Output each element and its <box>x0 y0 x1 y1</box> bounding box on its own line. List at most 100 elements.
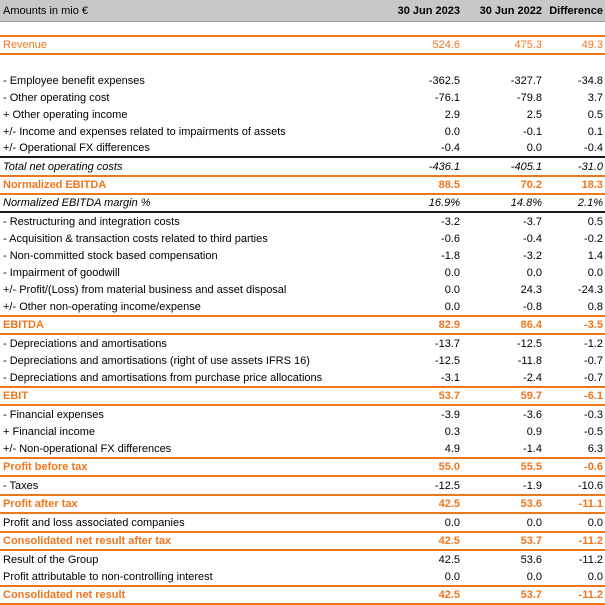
row-label: - Other operating cost <box>3 91 110 104</box>
row-label: EBIT <box>3 390 29 402</box>
row-value: -1.2 <box>584 337 603 350</box>
row-label: Profit after tax <box>3 498 78 510</box>
row-value: 49.3 <box>581 39 603 51</box>
row-label: - Taxes <box>3 479 39 492</box>
row-value: -327.7 <box>510 74 542 87</box>
table-row: Profit before tax 55.0 55.5 -0.6 <box>0 457 605 477</box>
row-value: 70.2 <box>520 179 542 191</box>
row-value: 53.6 <box>520 553 542 566</box>
row-value: -0.6 <box>584 461 603 473</box>
row-value: 42.5 <box>438 535 460 547</box>
row-value: 0.9 <box>526 425 542 438</box>
table-row: Total net operating costs -436.1 -405.1 -31… <box>0 158 605 175</box>
row-value: 0.0 <box>526 516 542 529</box>
row-value: -31.0 <box>577 160 603 173</box>
row-value: 1.4 <box>587 249 603 262</box>
table-row: +/- Income and expenses related to impai… <box>0 123 605 140</box>
row-value: 53.7 <box>520 535 542 547</box>
row-label: - Depreciations and amortisations (right… <box>3 354 310 367</box>
row-value: 42.5 <box>438 553 460 566</box>
table-row: - Other operating cost -76.1 -79.8 3.7 <box>0 89 605 106</box>
row-value: 59.7 <box>520 390 542 402</box>
row-value: 0.8 <box>587 300 603 313</box>
row-label: +/- Income and expenses related to impai… <box>3 125 286 138</box>
table-row: +/- Profit/(Loss) from material business… <box>0 281 605 298</box>
row-label: - Depreciations and amortisations <box>3 337 167 350</box>
row-label: - Financial expenses <box>3 408 104 421</box>
row-value: 42.5 <box>438 589 460 601</box>
row-value: -0.2 <box>584 232 603 245</box>
row-value: 0.0 <box>444 125 460 138</box>
row-value: -12.5 <box>516 337 542 350</box>
table-row: - Employee benefit expenses -362.5 -327.7 -… <box>0 72 605 89</box>
row-label: + Financial income <box>3 425 96 438</box>
row-value: -3.7 <box>523 215 542 228</box>
table-row: Profit attributable to non-controlling i… <box>0 568 605 585</box>
row-value: 42.5 <box>438 498 460 510</box>
row-value: -0.4 <box>441 142 460 154</box>
row-label: +/- Profit/(Loss) from material business… <box>3 283 287 296</box>
row-value: -10.6 <box>577 479 603 492</box>
row-value: 86.4 <box>520 319 542 331</box>
row-label: Normalized EBITDA <box>3 179 107 191</box>
row-value: -1.9 <box>523 479 542 492</box>
row-label: +/- Non-operational FX differences <box>3 442 172 455</box>
table-row: - Depreciations and amortisations -13.7 -1… <box>0 335 605 352</box>
row-value: -2.4 <box>523 371 542 384</box>
row-label: - Impairment of goodwill <box>3 266 120 279</box>
row-value: 0.1 <box>587 125 603 138</box>
table-row: + Other operating income 2.9 2.5 0.5 <box>0 106 605 123</box>
header-col-2022: 30 Jun 2022 <box>479 4 542 17</box>
row-label: Profit and loss associated companies <box>3 516 185 529</box>
row-value: -0.5 <box>584 425 603 438</box>
row-value: -3.6 <box>523 408 542 421</box>
row-value: -0.1 <box>523 125 542 138</box>
row-label: Result of the Group <box>3 553 99 566</box>
row-label: + Other operating income <box>3 108 128 121</box>
table-row: - Impairment of goodwill 0.0 0.0 0.0 <box>0 264 605 281</box>
row-value: -79.8 <box>516 91 542 104</box>
row-value: 0.0 <box>526 570 542 583</box>
row-label: Revenue <box>3 39 48 51</box>
table-row: - Financial expenses -3.9 -3.6 -0.3 <box>0 406 605 423</box>
row-value: 0.5 <box>587 215 603 228</box>
row-value: -0.7 <box>584 371 603 384</box>
table-row: +/- Operational FX differences -0.4 0.0 -0.… <box>0 140 605 158</box>
table-row: EBITDA 82.9 86.4 -3.5 <box>0 315 605 335</box>
row-label: - Acquisition & transaction costs relate… <box>3 232 268 245</box>
row-value: 18.3 <box>581 179 603 191</box>
row-value: 55.5 <box>520 461 542 473</box>
table-row: Revenue 524.6 475.3 49.3 <box>0 35 605 55</box>
row-value: 53.7 <box>438 390 460 402</box>
row-value: 475.3 <box>514 39 542 51</box>
table-row: Consolidated net result after tax 42.5 53.… <box>0 531 605 551</box>
row-value: 88.5 <box>438 179 460 191</box>
table-row: - Non-committed stock based compensation… <box>0 247 605 264</box>
row-value: -436.1 <box>428 160 460 173</box>
row-value: 0.3 <box>444 425 460 438</box>
row-value: -0.6 <box>441 232 460 245</box>
financial-table-body: Revenue 524.6 475.3 49.3 - Employee benefit … <box>0 22 605 605</box>
row-value: 0.0 <box>444 516 460 529</box>
header-col-difference: Difference <box>549 4 603 17</box>
row-value: 0.0 <box>444 570 460 583</box>
row-label: +/- Operational FX differences <box>3 142 150 154</box>
row-label: - Depreciations and amortisations from p… <box>3 371 323 384</box>
row-value: 0.0 <box>587 266 603 279</box>
row-value: 53.6 <box>520 498 542 510</box>
row-value: 0.0 <box>587 516 603 529</box>
row-value: -362.5 <box>428 74 460 87</box>
row-value: -13.7 <box>434 337 460 350</box>
table-row: Normalized EBITDA 88.5 70.2 18.3 <box>0 175 605 195</box>
row-value: 0.0 <box>444 300 460 313</box>
table-row: - Restructuring and integration costs -3.… <box>0 213 605 230</box>
row-value: 24.3 <box>520 283 542 296</box>
row-value: 0.0 <box>526 266 542 279</box>
header-col-2023: 30 Jun 2023 <box>397 4 460 17</box>
row-value: 53.7 <box>520 589 542 601</box>
table-row: +/- Other non-operating income/expense 0.… <box>0 298 605 315</box>
row-value: 16.9% <box>428 197 460 209</box>
row-value: -0.7 <box>584 354 603 367</box>
row-value: -11.2 <box>578 589 603 601</box>
table-row: - Depreciations and amortisations (right… <box>0 352 605 369</box>
